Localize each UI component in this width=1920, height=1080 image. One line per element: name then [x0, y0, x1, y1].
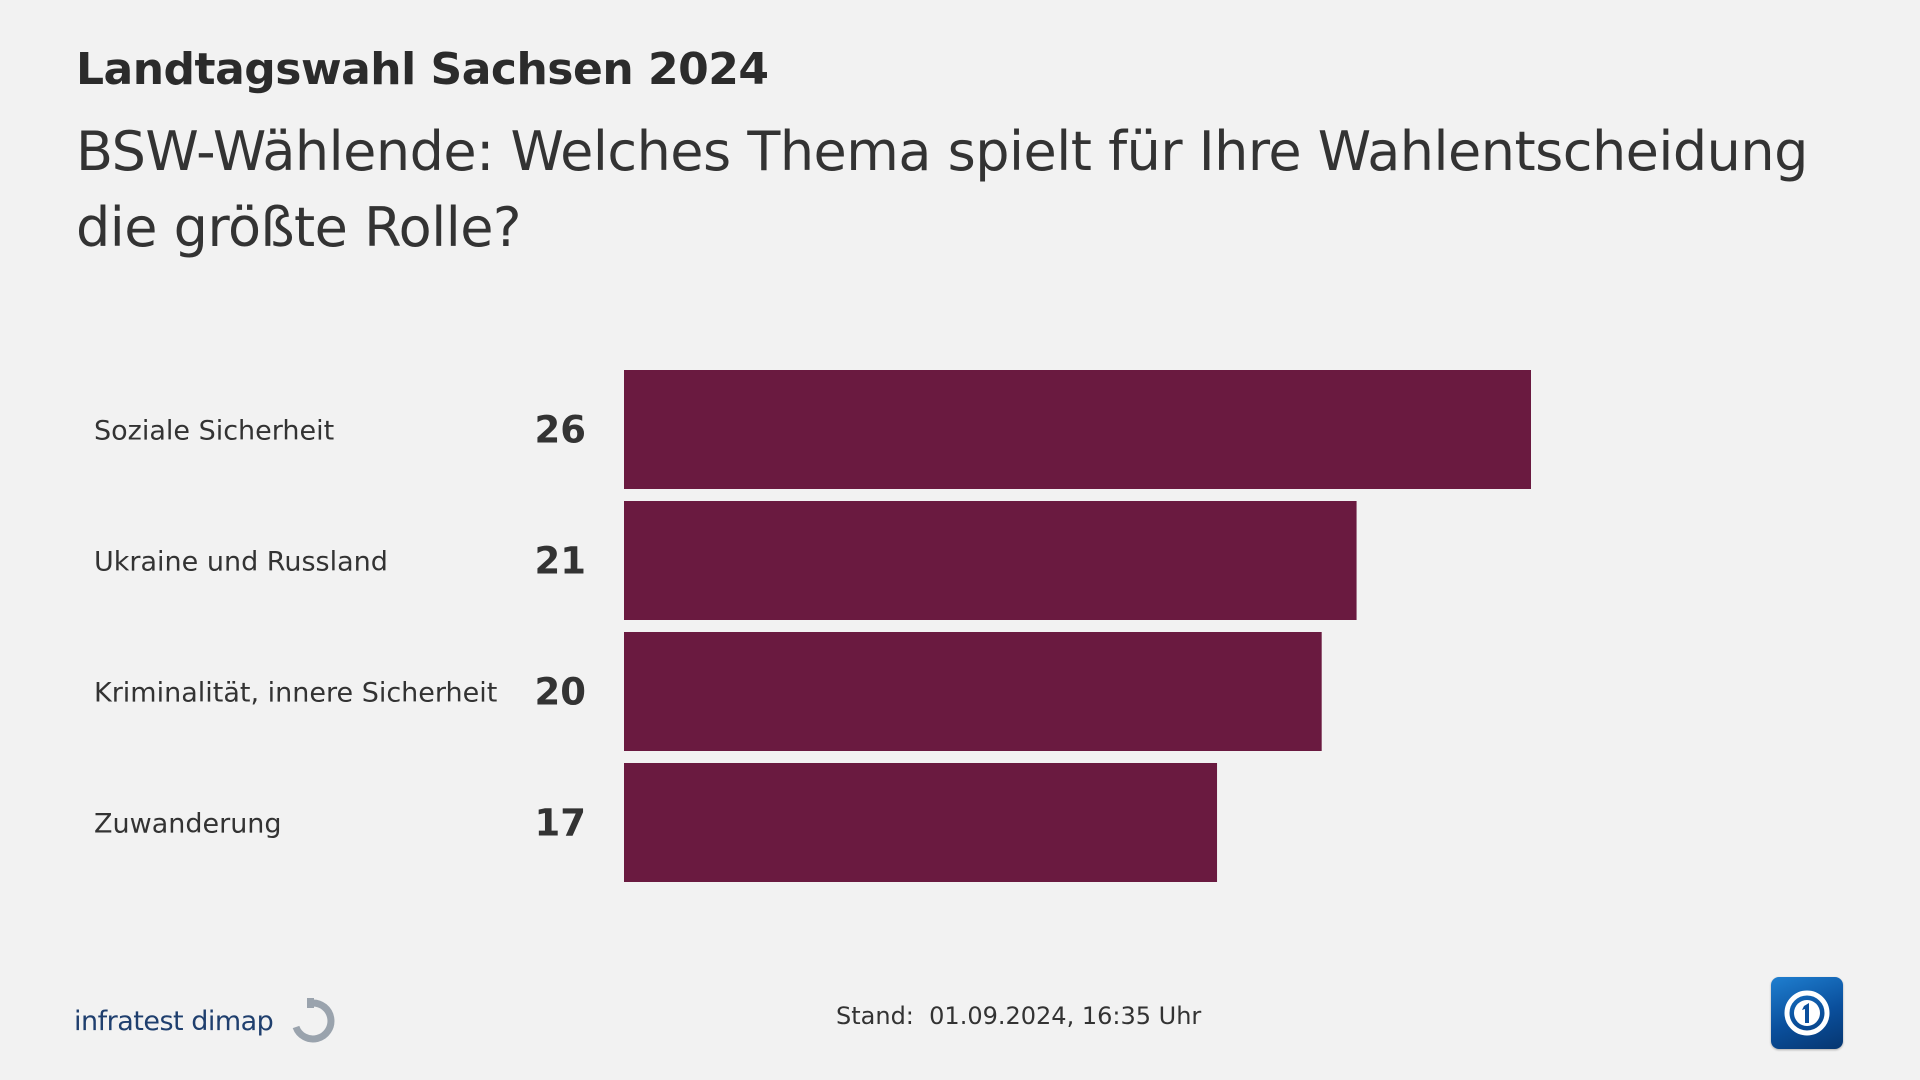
value-label: 17	[535, 802, 587, 845]
category-label: Zuwanderung	[94, 809, 282, 840]
chart-title: BSW-Wählende: Welches Thema spielt für I…	[76, 120, 1808, 259]
value-label: 21	[535, 540, 587, 583]
source-logo-text: infratest dimap	[74, 1005, 274, 1037]
category-label: Kriminalität, innere Sicherheit	[94, 678, 497, 709]
infratest-dimap-logo: infratest dimap	[74, 996, 337, 1046]
stand-value: 01.09.2024, 16:35 Uhr	[929, 1002, 1202, 1030]
bar	[624, 763, 1218, 882]
stand-label: Stand:	[836, 1002, 914, 1030]
stand-timestamp: Stand: 01.09.2024, 16:35 Uhr	[836, 1002, 1201, 1030]
value-label: 26	[535, 409, 587, 452]
bar	[624, 370, 1531, 489]
category-label: Ukraine und Russland	[94, 547, 388, 578]
bar-chart: Soziale Sicherheit 26 Ukraine und Russland…	[94, 370, 1531, 882]
chart-supertitle: Landtagswahl Sachsen 2024	[76, 44, 769, 95]
infratest-dimap-mark-icon	[293, 998, 335, 1043]
bar	[624, 501, 1357, 620]
value-label: 20	[535, 671, 587, 714]
bar	[624, 632, 1322, 751]
category-label: Soziale Sicherheit	[94, 416, 334, 447]
ard-das-erste-logo-icon	[1771, 977, 1843, 1049]
